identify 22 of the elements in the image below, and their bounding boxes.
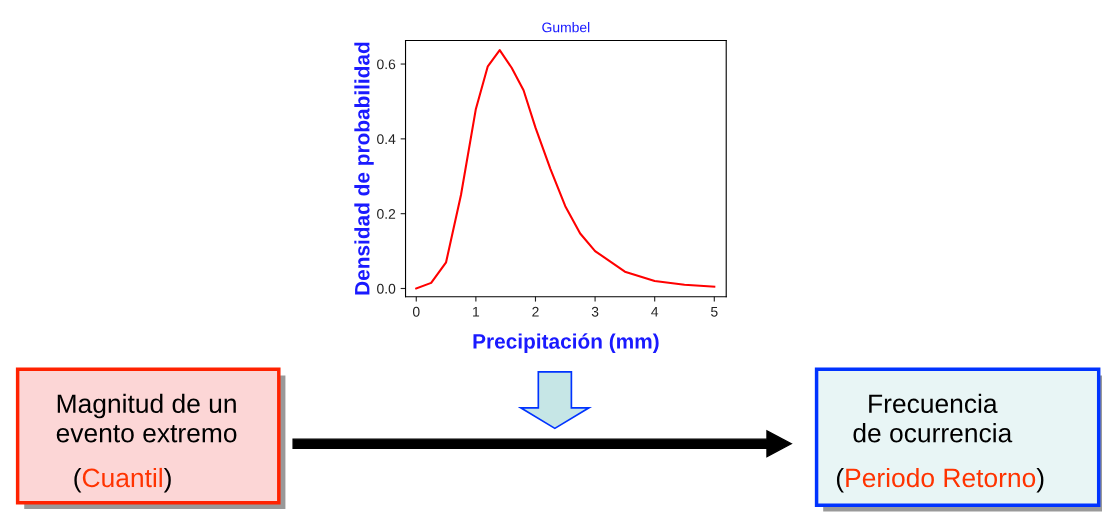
text: Frecuencia de ocurrencia xyxy=(853,393,1013,443)
x-tick-label: 1 xyxy=(473,306,480,317)
y-tick-label: 0.6 xyxy=(377,59,396,70)
x-tick-label: 3 xyxy=(591,306,599,317)
text: ) xyxy=(163,467,171,493)
chart-title: Gumbel xyxy=(542,22,590,33)
text: Cuantil xyxy=(82,467,162,488)
y-tick-label: 0.2 xyxy=(377,209,396,219)
line-series xyxy=(415,49,716,290)
text: Periodo Retorno xyxy=(846,467,1036,488)
x-tick-label: 5 xyxy=(710,306,718,317)
text: ( xyxy=(836,467,844,493)
text: ( xyxy=(74,467,82,493)
x-tick-label: 4 xyxy=(651,306,659,317)
y-tick-label: 0.0 xyxy=(377,283,396,294)
text: Magnitud de un evento extremo xyxy=(56,393,237,443)
text: ) xyxy=(1036,467,1044,493)
y-tick-label: 0.4 xyxy=(377,134,396,145)
x-tick-label: 0 xyxy=(412,306,420,317)
x-tick-label: 2 xyxy=(532,306,539,317)
y-axis-title: Densidad de probabilidad xyxy=(354,42,374,295)
x-axis-title: Precipitación (mm) xyxy=(473,333,659,353)
